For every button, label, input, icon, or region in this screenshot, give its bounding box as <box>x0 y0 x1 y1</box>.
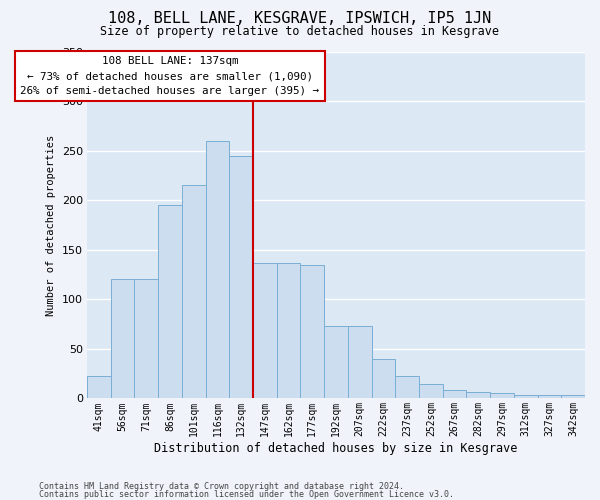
Bar <box>134 280 158 398</box>
Bar <box>301 264 324 398</box>
Bar <box>158 205 182 398</box>
Text: Contains public sector information licensed under the Open Government Licence v3: Contains public sector information licen… <box>39 490 454 499</box>
Text: 108, BELL LANE, KESGRAVE, IPSWICH, IP5 1JN: 108, BELL LANE, KESGRAVE, IPSWICH, IP5 1… <box>109 11 491 26</box>
Bar <box>561 396 585 398</box>
Bar <box>395 376 419 398</box>
Bar <box>490 394 514 398</box>
Bar <box>538 396 561 398</box>
Bar <box>253 262 277 398</box>
Bar <box>277 262 301 398</box>
Bar <box>206 140 229 398</box>
Bar <box>371 359 395 399</box>
Bar <box>87 376 111 398</box>
Bar <box>419 384 443 398</box>
Bar <box>111 280 134 398</box>
Bar <box>514 396 538 398</box>
Text: Contains HM Land Registry data © Crown copyright and database right 2024.: Contains HM Land Registry data © Crown c… <box>39 482 404 491</box>
Bar <box>348 326 371 398</box>
Text: Size of property relative to detached houses in Kesgrave: Size of property relative to detached ho… <box>101 25 499 38</box>
Bar <box>229 156 253 398</box>
Bar <box>182 186 206 398</box>
Bar <box>443 390 466 398</box>
Bar <box>324 326 348 398</box>
Y-axis label: Number of detached properties: Number of detached properties <box>46 134 56 316</box>
Bar <box>466 392 490 398</box>
Text: 108 BELL LANE: 137sqm
← 73% of detached houses are smaller (1,090)
26% of semi-d: 108 BELL LANE: 137sqm ← 73% of detached … <box>20 56 320 96</box>
X-axis label: Distribution of detached houses by size in Kesgrave: Distribution of detached houses by size … <box>154 442 518 455</box>
